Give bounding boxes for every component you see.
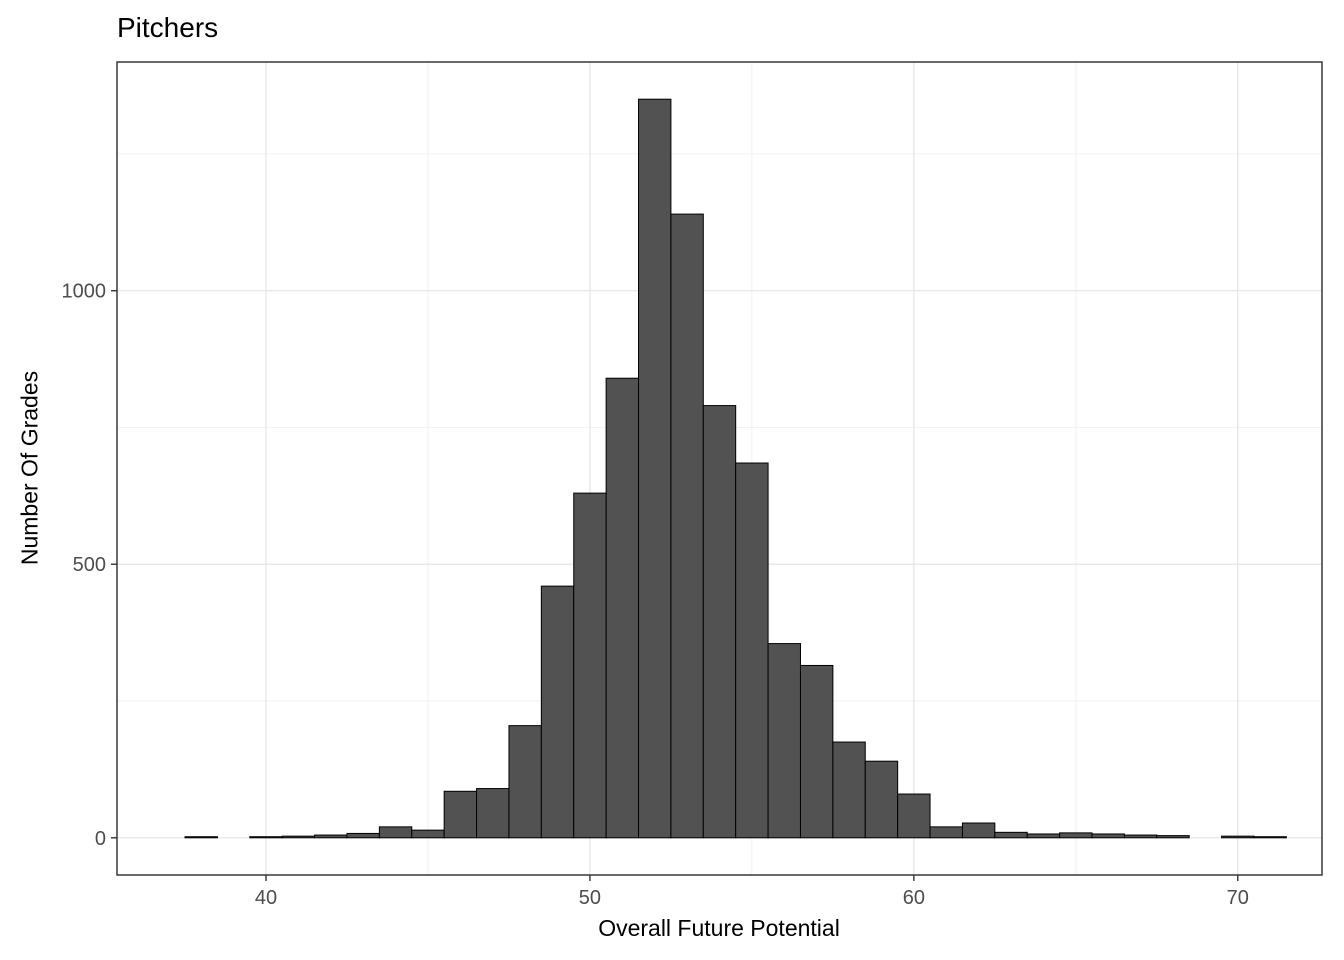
histogram-bar — [767, 643, 801, 839]
x-axis-tick-label: 50 — [579, 887, 601, 909]
histogram-bar — [897, 793, 931, 839]
x-axis-title: Overall Future Potential — [598, 915, 840, 941]
histogram-bar — [540, 585, 575, 839]
y-axis-tick-label: 500 — [73, 554, 106, 576]
x-axis-tick-label: 40 — [255, 887, 277, 909]
histogram-bar — [443, 790, 478, 839]
histogram-bar — [184, 836, 218, 839]
plot-panel-border — [116, 61, 1323, 876]
histogram-bar — [476, 788, 510, 839]
y-axis-tick-label: 0 — [95, 828, 106, 850]
histogram-bar — [994, 831, 1028, 839]
chart-title: Pitchers — [117, 12, 219, 43]
histogram-bar — [864, 760, 899, 839]
histogram-bar — [1026, 833, 1061, 839]
histogram-bar — [735, 462, 769, 839]
y-axis-title: Number Of Grades — [16, 370, 43, 566]
histogram-bar — [605, 377, 640, 839]
histogram-bar — [573, 492, 607, 839]
histogram-bar — [929, 826, 963, 839]
histogram-bar — [1059, 832, 1093, 839]
histogram-bar — [378, 826, 413, 839]
histogram-bar — [1091, 833, 1125, 839]
x-axis-tick-label: 60 — [903, 887, 925, 909]
histogram-bar — [799, 664, 834, 839]
histogram-bar — [1156, 835, 1190, 839]
y-axis-tick-label: 1000 — [62, 281, 107, 303]
histogram-bar — [1221, 835, 1255, 839]
histogram-bar — [638, 98, 672, 839]
histogram-bar — [508, 725, 542, 839]
histogram-bar — [832, 741, 866, 839]
histogram-bar — [961, 822, 996, 839]
histogram-bar — [1253, 836, 1287, 839]
histogram-bar — [281, 835, 316, 839]
histogram-bar — [702, 405, 737, 839]
histogram-bar — [411, 829, 445, 839]
histogram-bar — [314, 834, 348, 839]
histogram-bar — [249, 836, 283, 839]
histogram-bar — [670, 213, 704, 839]
histogram-bar — [346, 832, 380, 839]
histogram-bar — [1123, 834, 1158, 839]
x-axis-tick-label: 70 — [1227, 887, 1249, 909]
